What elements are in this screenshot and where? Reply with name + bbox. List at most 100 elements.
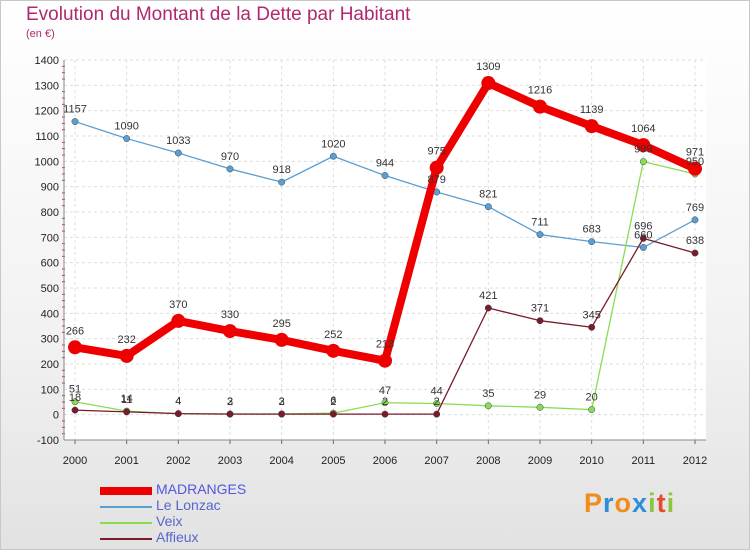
data-label: 20	[586, 392, 598, 404]
x-tick-label: 2008	[476, 455, 500, 467]
legend-swatch	[100, 522, 152, 524]
data-label: 370	[169, 299, 187, 311]
data-point	[119, 348, 134, 363]
data-label: 696	[634, 220, 652, 232]
data-label: 51	[69, 384, 81, 396]
data-label: 330	[221, 309, 239, 321]
data-label: 660	[634, 229, 652, 241]
data-point	[639, 158, 647, 166]
data-label: 1157	[63, 104, 87, 116]
data-point	[429, 160, 444, 175]
data-point	[481, 76, 496, 91]
data-point	[278, 410, 286, 418]
x-tick-label: 2010	[579, 455, 603, 467]
data-point	[381, 172, 389, 179]
data-label: 971	[686, 147, 704, 159]
x-tick-label: 2012	[683, 455, 707, 467]
x-tick-label: 2003	[218, 455, 242, 467]
y-tick-label: 100	[41, 384, 59, 396]
data-label: 2	[434, 396, 440, 408]
data-point	[71, 398, 79, 406]
logo-letter: x	[632, 488, 649, 518]
y-tick-label: -100	[37, 435, 59, 447]
logo-letter: i	[648, 488, 657, 518]
data-label: 295	[272, 318, 290, 330]
x-tick-label: 2004	[269, 455, 293, 467]
data-point	[274, 332, 289, 347]
data-point	[636, 138, 651, 153]
data-label: 2	[227, 396, 233, 408]
data-point	[533, 99, 547, 114]
data-label: 1309	[476, 61, 500, 73]
data-label: 1216	[528, 85, 552, 97]
data-label: 4	[175, 396, 181, 408]
data-point	[536, 403, 544, 411]
proxiti-logo: Proxiti	[584, 488, 675, 519]
y-tick-label: 900	[41, 182, 59, 194]
data-point	[174, 149, 182, 157]
data-label: 266	[66, 325, 84, 337]
y-tick-label: 1400	[35, 55, 59, 67]
data-label: 1020	[321, 138, 345, 150]
data-label: 18	[69, 392, 81, 404]
chart-subtitle: (en €)	[26, 28, 55, 40]
data-point	[329, 152, 337, 160]
data-point	[123, 135, 131, 142]
data-point	[588, 406, 596, 414]
data-label: 975	[427, 146, 445, 158]
data-label: 1090	[114, 121, 138, 133]
x-tick-label: 2011	[632, 455, 656, 467]
data-point	[278, 178, 286, 186]
y-tick-label: 600	[41, 258, 59, 270]
data-label: 2	[382, 396, 388, 408]
data-point	[536, 231, 544, 238]
logo-letter: t	[656, 488, 667, 518]
data-label: 821	[479, 189, 497, 201]
data-label: 2	[330, 396, 336, 408]
data-point	[484, 304, 492, 312]
data-point	[691, 249, 699, 257]
data-label: 683	[582, 224, 600, 236]
data-point	[584, 119, 599, 134]
data-point	[639, 234, 647, 242]
data-label: 232	[117, 334, 135, 346]
x-tick-label: 2007	[424, 455, 448, 467]
x-tick-label: 2001	[114, 455, 138, 467]
data-label: 638	[686, 235, 704, 247]
data-label: 213	[376, 339, 394, 351]
data-label: 918	[272, 164, 290, 176]
data-point	[588, 323, 596, 331]
legend-swatch	[100, 538, 152, 540]
data-point	[381, 399, 389, 407]
data-label: 970	[221, 151, 239, 163]
data-point	[433, 410, 441, 418]
x-tick-label: 2005	[321, 455, 345, 467]
data-point	[68, 340, 82, 355]
legend-label: MADRANGES	[156, 481, 247, 497]
y-tick-label: 200	[41, 359, 59, 371]
data-point	[378, 353, 392, 368]
y-tick-label: 500	[41, 283, 59, 295]
x-tick-label: 2006	[373, 455, 397, 467]
legend-swatch	[100, 506, 152, 508]
data-label: 14	[121, 393, 133, 405]
data-label: 421	[479, 290, 497, 302]
data-label: 47	[379, 385, 391, 397]
data-label: 252	[324, 329, 342, 341]
data-label: 769	[686, 202, 704, 214]
data-point	[71, 406, 79, 414]
data-point	[329, 410, 337, 418]
y-tick-label: 1300	[35, 80, 59, 92]
data-label: 879	[427, 174, 445, 186]
y-tick-label: 700	[41, 232, 59, 244]
logo-letter: P	[584, 488, 604, 518]
data-point	[174, 410, 182, 418]
data-point	[223, 324, 237, 339]
legend-label: Affieux	[156, 529, 199, 545]
data-point	[226, 165, 234, 173]
data-label: 4	[175, 396, 181, 408]
data-label: 44	[431, 386, 443, 398]
data-label: 1033	[166, 135, 190, 147]
y-tick-label: 400	[41, 308, 59, 320]
